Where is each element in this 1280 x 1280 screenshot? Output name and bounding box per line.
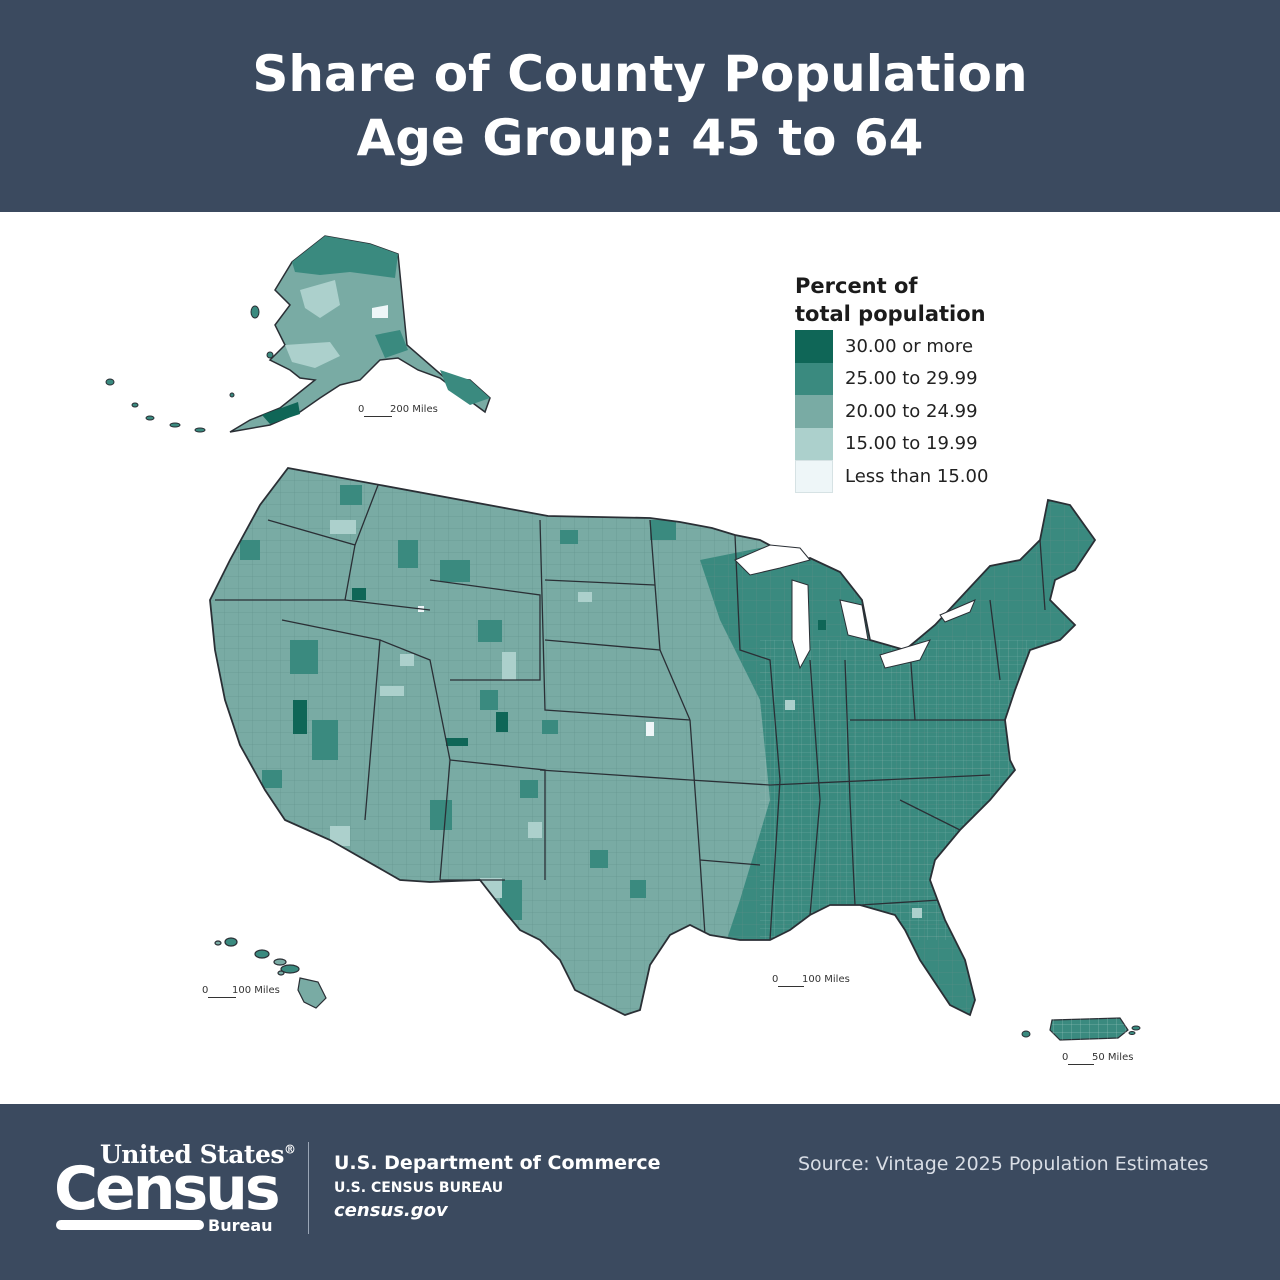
alaska (105, 235, 491, 433)
legend-label: 30.00 or more (845, 335, 974, 357)
logo-census: Census (54, 1154, 281, 1224)
census-logo: United States® Census Bureau (52, 1140, 296, 1240)
legend-swatch (795, 395, 833, 428)
legend-label: 25.00 to 29.99 (845, 368, 978, 390)
contiguous-us (209, 467, 1097, 1017)
logo-bureau: Bureau (208, 1216, 273, 1235)
legend-item: 30.00 or more (795, 330, 988, 363)
hawaii-scale-bar: 0 100 Miles (202, 985, 280, 998)
conus-scale-label: 100 Miles (802, 974, 850, 985)
legend-item: 15.00 to 19.99 (795, 427, 988, 460)
title-banner (0, 0, 1280, 212)
hawaii-scale-label: 100 Miles (232, 985, 280, 996)
hawaii (214, 937, 327, 1009)
source-note: Source: Vintage 2025 Population Estimate… (798, 1153, 1209, 1175)
legend-title-line-1: Percent of (795, 274, 918, 298)
legend-swatch (795, 330, 833, 363)
conus-scale-bar: 0 100 Miles (772, 974, 850, 987)
legend: Percent of total population 30.00 or mor… (795, 272, 988, 493)
bureau-name: U.S. CENSUS BUREAU (334, 1180, 504, 1196)
legend-item: Less than 15.00 (795, 460, 988, 493)
legend-swatch (795, 427, 833, 460)
legend-item: 25.00 to 29.99 (795, 362, 988, 395)
alaska-scale-bar: 0 200 Miles (358, 404, 438, 417)
legend-label: 15.00 to 19.99 (845, 433, 978, 455)
map-title-line-1: Share of County Population (252, 45, 1028, 103)
legend-title-line-2: total population (795, 302, 986, 326)
legend-label: Less than 15.00 (845, 465, 989, 487)
puerto-rico (1021, 1017, 1141, 1041)
logo-united-states: United States® (100, 1140, 296, 1169)
hawaii-scale-zero: 0 (202, 985, 209, 996)
logo-underline (56, 1220, 204, 1230)
website-link[interactable]: census.gov (334, 1200, 448, 1221)
alaska-scale-zero: 0 (358, 404, 365, 415)
puerto-rico-scale-label: 50 Miles (1092, 1052, 1134, 1063)
legend-label: 20.00 to 24.99 (845, 400, 978, 422)
footer-banner (0, 1104, 1280, 1280)
legend-item: 20.00 to 24.99 (795, 395, 988, 428)
legend-swatch (795, 362, 833, 395)
choropleth-map (105, 235, 1141, 1041)
conus-scale-zero: 0 (772, 974, 779, 985)
legend-swatch (795, 460, 833, 493)
puerto-rico-scale-zero: 0 (1062, 1052, 1069, 1063)
alaska-scale-label: 200 Miles (390, 404, 438, 415)
footer-divider (308, 1142, 309, 1234)
map-title-line-2: Age Group: 45 to 64 (356, 109, 924, 167)
puerto-rico-scale-bar: 0 50 Miles (1062, 1052, 1133, 1065)
department-name: U.S. Department of Commerce (334, 1152, 661, 1174)
